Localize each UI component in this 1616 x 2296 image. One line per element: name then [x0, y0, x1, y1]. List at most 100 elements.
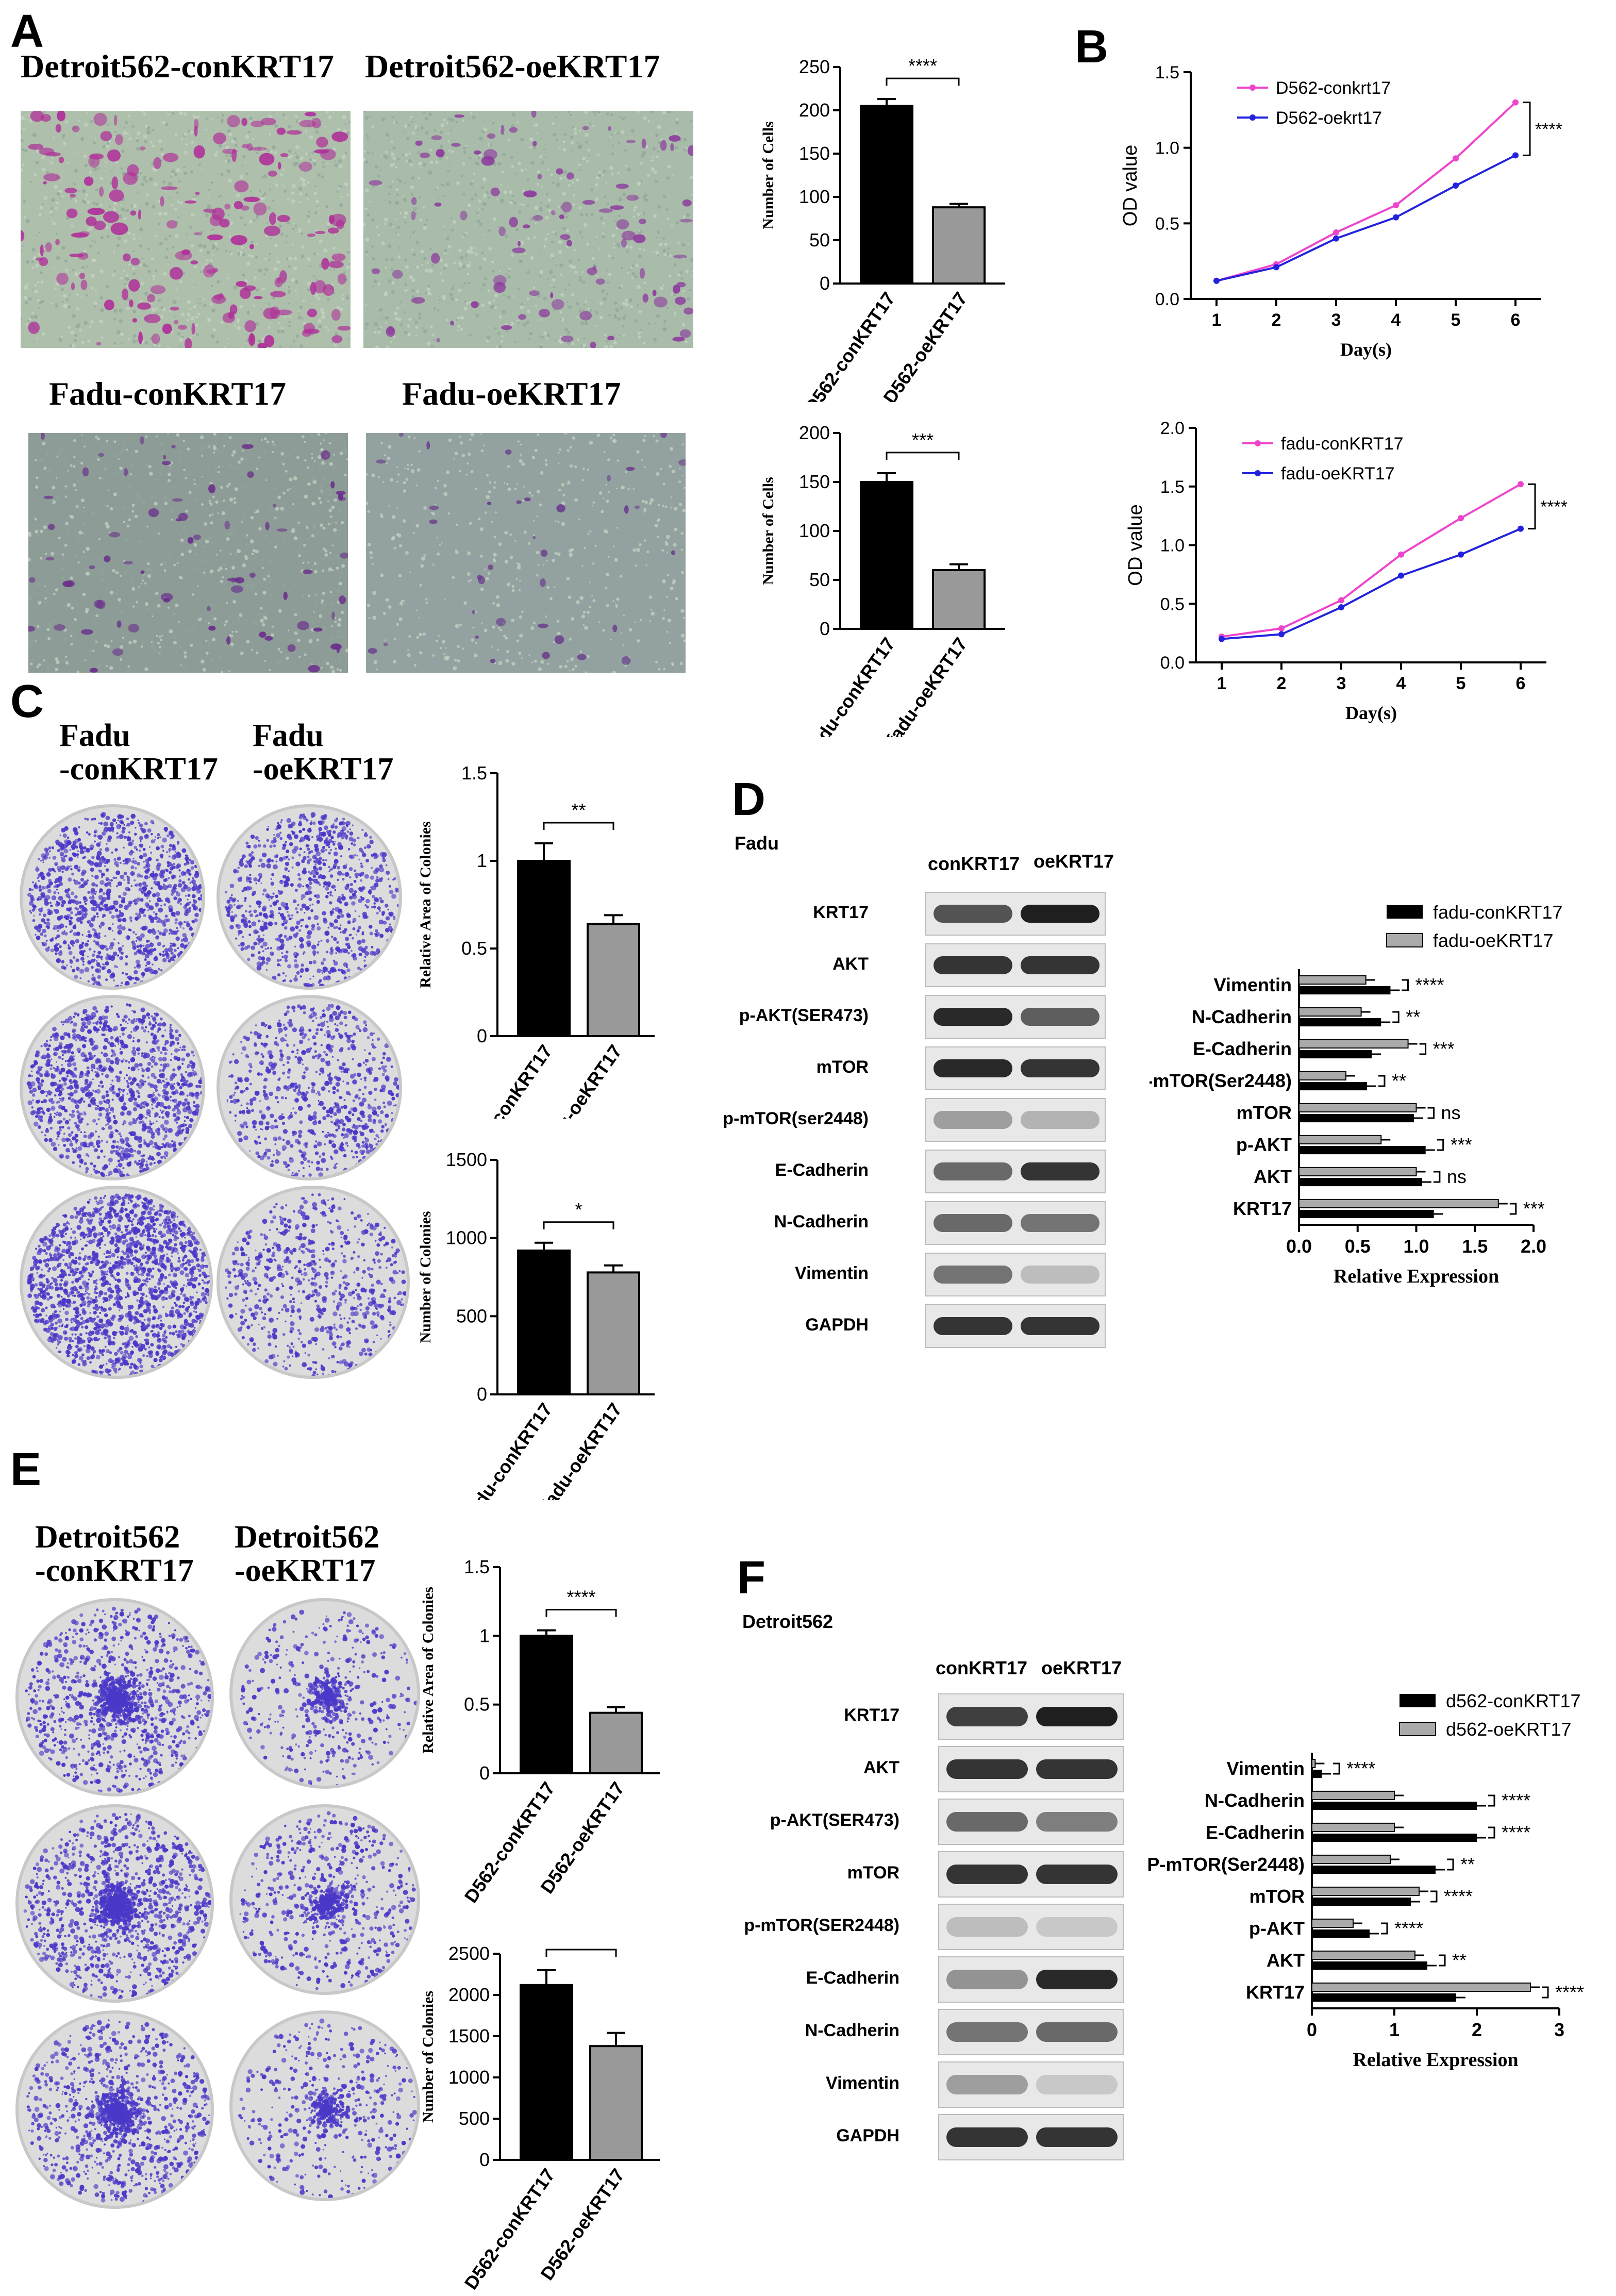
membrane-pore: [74, 198, 76, 201]
membrane-pore: [245, 619, 248, 622]
panel-label-b: B: [1075, 21, 1108, 73]
stained-cell: [372, 268, 380, 275]
membrane-pore: [621, 130, 625, 134]
membrane-pore: [437, 584, 440, 587]
membrane-pore: [608, 314, 611, 317]
colony: [75, 913, 78, 917]
membrane-pore: [392, 570, 394, 572]
membrane-pore: [302, 561, 305, 564]
membrane-pore: [363, 111, 366, 113]
colony: [158, 885, 163, 890]
membrane-pore: [345, 463, 348, 466]
membrane-pore: [511, 589, 515, 592]
data-point: [1453, 182, 1459, 189]
membrane-pore: [294, 613, 297, 617]
legend-marker: [1250, 114, 1256, 121]
colony: [156, 858, 159, 862]
membrane-pore: [120, 332, 124, 336]
colony: [128, 928, 131, 931]
membrane-pore: [119, 319, 123, 323]
stained-cell: [48, 524, 55, 530]
membrane-pore: [220, 173, 224, 176]
membrane-pore: [366, 137, 370, 140]
membrane-pore: [97, 252, 100, 255]
x-tick-label: 3: [1331, 310, 1341, 330]
membrane-pore: [163, 496, 168, 501]
stained-cell: [307, 233, 315, 237]
membrane-pore: [312, 491, 314, 493]
membrane-pore: [97, 437, 100, 441]
membrane-pore: [394, 650, 397, 653]
membrane-pore: [498, 567, 501, 569]
membrane-pore: [425, 269, 429, 273]
membrane-pore: [31, 438, 34, 441]
membrane-pore: [248, 441, 251, 444]
membrane-pore: [37, 299, 40, 302]
membrane-pore: [649, 620, 652, 622]
membrane-pore: [297, 638, 301, 642]
membrane-pore: [576, 338, 579, 341]
membrane-pore: [420, 126, 424, 130]
membrane-pore: [398, 481, 403, 486]
stained-cell: [240, 205, 249, 211]
membrane-pore: [494, 293, 498, 298]
membrane-pore: [33, 592, 37, 595]
membrane-pore: [274, 184, 278, 187]
membrane-pore: [136, 592, 139, 594]
colony: [35, 934, 37, 936]
membrane-pore: [580, 344, 583, 347]
membrane-pore: [168, 553, 171, 557]
colony: [59, 945, 62, 949]
membrane-pore: [657, 504, 660, 507]
membrane-pore: [127, 297, 130, 301]
membrane-pore: [56, 455, 59, 458]
membrane-pore: [164, 256, 169, 259]
membrane-pore: [494, 306, 497, 310]
membrane-pore: [72, 465, 76, 468]
membrane-pore: [644, 466, 646, 468]
colony: [99, 848, 103, 851]
data-point: [1273, 264, 1279, 271]
membrane-pore: [539, 344, 543, 348]
membrane-pore: [51, 161, 54, 165]
membrane-pore: [617, 338, 619, 340]
colony: [79, 921, 83, 924]
membrane-pore: [246, 484, 249, 486]
membrane-pore: [643, 510, 646, 513]
membrane-pore: [582, 611, 586, 614]
membrane-pore: [67, 470, 69, 472]
stained-cell: [302, 569, 313, 574]
membrane-pore: [177, 450, 181, 455]
stained-cell: [567, 240, 573, 247]
membrane-pore: [614, 220, 617, 222]
membrane-pore: [614, 594, 616, 596]
membrane-pore: [39, 205, 43, 210]
membrane-pore: [403, 311, 406, 313]
stained-cell: [327, 227, 339, 234]
membrane-pore: [684, 478, 686, 481]
membrane-pore: [165, 659, 168, 662]
stained-cell: [100, 131, 112, 141]
membrane-pore: [419, 651, 423, 655]
membrane-pore: [375, 512, 378, 515]
membrane-pore: [588, 154, 591, 157]
membrane-pore: [369, 115, 372, 118]
membrane-pore: [459, 441, 463, 445]
colony: [142, 975, 144, 978]
membrane-pore: [501, 170, 505, 174]
membrane-pore: [599, 315, 604, 320]
membrane-pore: [193, 479, 195, 481]
stained-cell: [621, 230, 636, 241]
colony: [139, 980, 145, 986]
membrane-pore: [465, 146, 468, 148]
membrane-pore: [616, 597, 620, 601]
membrane-pore: [339, 164, 343, 168]
membrane-pore: [286, 565, 288, 568]
stained-cell: [473, 150, 481, 155]
colony: [142, 881, 147, 886]
membrane-pore: [673, 539, 675, 541]
membrane-pore: [220, 609, 222, 611]
membrane-pore: [501, 560, 503, 562]
membrane-pore: [99, 319, 103, 324]
colony: [41, 942, 44, 944]
